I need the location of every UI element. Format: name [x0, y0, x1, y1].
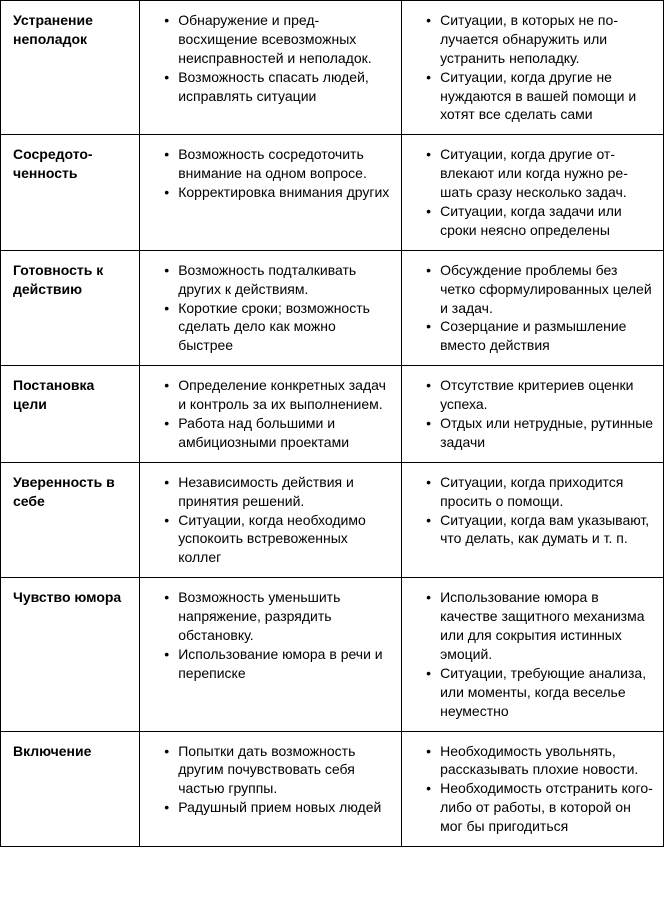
positives-list: Попытки дать возмож­ность другим почувст… — [148, 742, 393, 818]
row-positives: Возможность сосредото­чить внимание на о… — [140, 135, 402, 250]
row-negatives: Обсуждение проблемы без четко сформулиро… — [402, 250, 664, 365]
list-item: Определение конкретных задач и контроль … — [164, 376, 393, 414]
list-item: Попытки дать возмож­ность другим почувст… — [164, 742, 393, 799]
list-item: Ситуации, когда вам ука­зывают, что дела… — [426, 511, 655, 549]
list-item: Радушный прием новых людей — [164, 798, 393, 817]
row-negatives: Использование юмора в качестве защитного… — [402, 578, 664, 731]
list-item: Обсуждение проблемы без четко сформулиро… — [426, 261, 655, 318]
row-negatives: Ситуации, когда прихо­дится просить о по… — [402, 462, 664, 577]
positives-list: Определение конкретных задач и контроль … — [148, 376, 393, 452]
list-item: Работа над большими и амбициозными проек… — [164, 414, 393, 452]
positives-list: Возможность уменьшить напряжение, разряд… — [148, 588, 393, 682]
list-item: Отсутствие критериев оценки успеха. — [426, 376, 655, 414]
list-item: Независимость действия и принятия решени… — [164, 473, 393, 511]
list-item: Ситуации, в которых не по­лучается обнар… — [426, 11, 655, 68]
row-label: Сосредото­ченность — [1, 135, 140, 250]
row-label: Включение — [1, 731, 140, 846]
row-positives: Обнаружение и пред­восхищение всевозмож­… — [140, 1, 402, 135]
negatives-list: Отсутствие критериев оценки успеха.Отдых… — [410, 376, 655, 452]
list-item: Ситуации, когда другие от­влекают или ко… — [426, 145, 655, 202]
table-row: Готовность к действию Возможность подталк… — [1, 250, 664, 365]
row-positives: Независимость действия и принятия решени… — [140, 462, 402, 577]
negatives-list: Использование юмора в качестве защитного… — [410, 588, 655, 720]
list-item: Использование юмора в качестве защитного… — [426, 588, 655, 664]
list-item: Ситуации, когда другие не нуждаются в ва… — [426, 68, 655, 125]
list-item: Ситуации, требующие ана­лиза, или момент… — [426, 664, 655, 721]
table-row: Уверенность в себе Независимость действия… — [1, 462, 664, 577]
row-negatives: Ситуации, в которых не по­лучается обнар… — [402, 1, 664, 135]
negatives-list: Необходимость уволь­нять, рассказывать п… — [410, 742, 655, 836]
row-label: Уверенность в себе — [1, 462, 140, 577]
positives-list: Обнаружение и пред­восхищение всевозмож­… — [148, 11, 393, 105]
list-item: Возможность сосредото­чить внимание на о… — [164, 145, 393, 183]
list-item: Необходимость отстра­нить кого-либо от р… — [426, 779, 655, 836]
list-item: Корректировка внимания других — [164, 183, 393, 202]
list-item: Возможность уменьшить напряжение, разряд… — [164, 588, 393, 645]
table-row: Постановка цели Определение конкретных за… — [1, 366, 664, 463]
traits-table: Устранение неполадок Обнаружение и пред­в… — [0, 0, 664, 847]
list-item: Короткие сроки; возмож­ность сделать дел… — [164, 299, 393, 356]
table-row: Устранение неполадок Обнаружение и пред­в… — [1, 1, 664, 135]
row-positives: Возможность подталки­вать других к дейст… — [140, 250, 402, 365]
list-item: Ситуации, когда необхо­димо успокоить вс… — [164, 511, 393, 568]
negatives-list: Ситуации, когда другие от­влекают или ко… — [410, 145, 655, 239]
table-row: Включение Попытки дать возмож­ность други… — [1, 731, 664, 846]
row-negatives: Ситуации, когда другие от­влекают или ко… — [402, 135, 664, 250]
list-item: Возможность спасать лю­дей, исправлять с… — [164, 68, 393, 106]
row-negatives: Отсутствие критериев оценки успеха.Отдых… — [402, 366, 664, 463]
list-item: Созерцание и размышле­ние вместо действи… — [426, 317, 655, 355]
row-positives: Попытки дать возмож­ность другим почувст… — [140, 731, 402, 846]
table-row: Чувство юмора Возможность уменьшить напря… — [1, 578, 664, 731]
row-label: Готовность к действию — [1, 250, 140, 365]
negatives-list: Ситуации, когда прихо­дится просить о по… — [410, 473, 655, 549]
negatives-list: Обсуждение проблемы без четко сформулиро… — [410, 261, 655, 355]
negatives-list: Ситуации, в которых не по­лучается обнар… — [410, 11, 655, 124]
positives-list: Независимость действия и принятия решени… — [148, 473, 393, 567]
row-negatives: Необходимость уволь­нять, рассказывать п… — [402, 731, 664, 846]
row-label: Устранение неполадок — [1, 1, 140, 135]
row-label: Постановка цели — [1, 366, 140, 463]
table-row: Сосредото­ченность Возможность сосредото­… — [1, 135, 664, 250]
list-item: Ситуации, когда за­дачи или сроки неясно… — [426, 202, 655, 240]
row-positives: Определение конкретных задач и контроль … — [140, 366, 402, 463]
list-item: Возможность подталки­вать других к дейст… — [164, 261, 393, 299]
positives-list: Возможность сосредото­чить внимание на о… — [148, 145, 393, 202]
row-positives: Возможность уменьшить напряжение, разряд… — [140, 578, 402, 731]
list-item: Использование юмора в речи и переписке — [164, 645, 393, 683]
traits-table-body: Устранение неполадок Обнаружение и пред­в… — [1, 1, 664, 847]
list-item: Необходимость уволь­нять, рассказывать п… — [426, 742, 655, 780]
list-item: Отдых или нетрудные, ру­тинные задачи — [426, 414, 655, 452]
positives-list: Возможность подталки­вать других к дейст… — [148, 261, 393, 355]
list-item: Ситуации, когда прихо­дится просить о по… — [426, 473, 655, 511]
row-label: Чувство юмора — [1, 578, 140, 731]
list-item: Обнаружение и пред­восхищение всевозмож­… — [164, 11, 393, 68]
